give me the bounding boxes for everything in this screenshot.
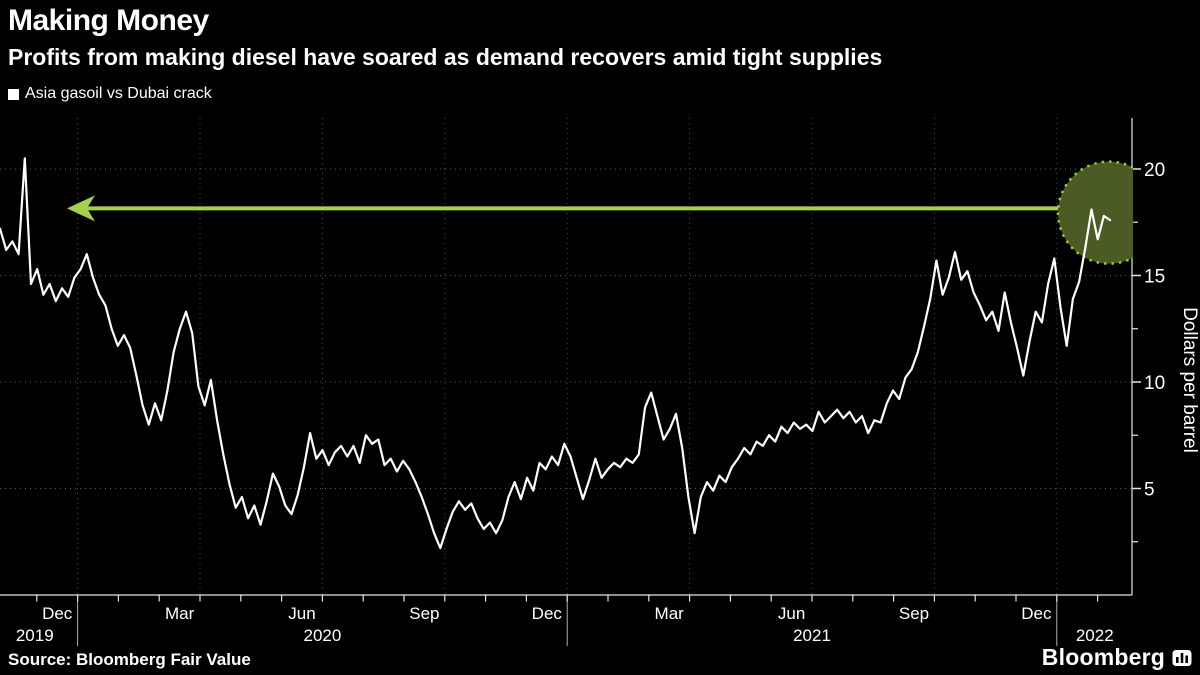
chart-title: Making Money (8, 4, 209, 37)
x-month-label: Dec (42, 604, 73, 623)
x-month-label: Mar (655, 604, 685, 623)
x-month-label: Sep (409, 604, 439, 623)
annotation-arrow-head (66, 195, 95, 222)
chart-subtitle: Profits from making diesel have soared a… (8, 44, 883, 70)
y-tick-label: 5 (1144, 479, 1155, 500)
legend-marker (8, 88, 19, 100)
x-month-label: Jun (288, 604, 315, 623)
x-year-label: 2022 (1076, 626, 1114, 645)
y-tick-label: 10 (1144, 373, 1165, 394)
x-year-label: 2021 (793, 626, 831, 645)
chart-header: Making Money Profits from making diesel … (8, 4, 882, 103)
legend: Asia gasoil vs Dubai crack (8, 85, 882, 103)
x-month-label: Dec (532, 604, 563, 623)
highlight-circle (1056, 160, 1133, 265)
y-axis-title: Dollars per barrel (1179, 307, 1200, 453)
x-month-label: Sep (899, 604, 929, 623)
bloomberg-logo: Bloomberg (1042, 644, 1192, 671)
y-tick-label: 20 (1144, 160, 1165, 181)
source-note: Source: Bloomberg Fair Value (8, 650, 251, 669)
x-month-label: Mar (165, 604, 195, 623)
legend-label: Asia gasoil vs Dubai crack (25, 85, 212, 103)
x-year-label: 2019 (16, 626, 54, 645)
y-tick-label: 15 (1144, 266, 1165, 287)
x-month-label: Jun (778, 604, 805, 623)
x-month-label: Dec (1021, 604, 1052, 623)
bloomberg-wordmark: Bloomberg (1041, 644, 1165, 670)
bloomberg-chart-icon (1172, 649, 1192, 666)
price-line (0, 157, 1112, 550)
x-year-label: 2020 (303, 626, 341, 645)
